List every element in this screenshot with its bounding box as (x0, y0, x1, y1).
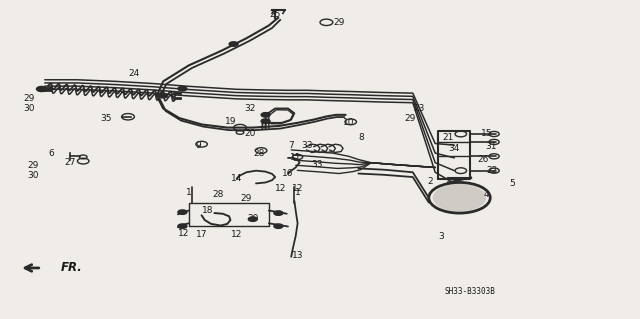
Text: 13: 13 (292, 251, 303, 260)
Circle shape (261, 119, 270, 123)
Text: 23: 23 (413, 104, 425, 113)
Text: 12: 12 (178, 229, 189, 238)
Circle shape (261, 113, 270, 117)
Text: 25: 25 (269, 10, 281, 19)
Text: 29: 29 (333, 18, 345, 27)
Text: 7: 7 (289, 141, 294, 150)
Circle shape (178, 224, 187, 228)
Text: 14: 14 (231, 174, 243, 183)
Text: 2: 2 (428, 177, 433, 186)
Text: 15: 15 (481, 130, 492, 138)
Circle shape (248, 217, 257, 221)
Circle shape (274, 224, 283, 228)
Text: 29: 29 (241, 194, 252, 203)
Text: 35: 35 (100, 114, 111, 122)
Text: 22: 22 (486, 166, 497, 175)
Text: 3: 3 (439, 232, 444, 241)
Text: 28: 28 (212, 190, 223, 199)
Text: 4: 4 (484, 190, 489, 199)
Text: 21: 21 (442, 133, 454, 142)
Text: 12: 12 (292, 184, 303, 193)
Text: 12: 12 (275, 184, 286, 193)
Text: 32: 32 (244, 104, 255, 113)
Text: 12: 12 (231, 230, 243, 239)
Text: 19: 19 (225, 117, 236, 126)
Circle shape (159, 93, 168, 98)
Text: 9: 9 (196, 141, 201, 150)
Circle shape (178, 210, 187, 214)
Circle shape (274, 211, 283, 215)
Text: 34: 34 (449, 144, 460, 153)
Circle shape (178, 86, 187, 91)
Text: 29: 29 (23, 94, 35, 103)
Text: 17: 17 (196, 230, 207, 239)
Text: 1: 1 (186, 188, 191, 197)
Text: 8: 8 (359, 133, 364, 142)
Circle shape (36, 86, 47, 92)
Text: 33: 33 (311, 160, 323, 169)
Text: 18: 18 (202, 206, 214, 215)
Circle shape (433, 185, 486, 211)
Text: 10: 10 (343, 118, 355, 127)
Text: 26: 26 (477, 155, 489, 164)
Text: 27: 27 (65, 158, 76, 167)
Text: 6: 6 (49, 149, 54, 158)
Text: 30: 30 (27, 171, 38, 180)
Text: 29: 29 (404, 114, 415, 122)
Text: 11: 11 (290, 153, 301, 162)
Text: 24: 24 (129, 69, 140, 78)
Text: 31: 31 (486, 142, 497, 151)
Text: 20: 20 (244, 130, 255, 138)
Text: 28: 28 (253, 149, 265, 158)
Text: 29: 29 (27, 161, 38, 170)
Circle shape (229, 42, 238, 46)
Text: SH33-B3303B: SH33-B3303B (445, 287, 496, 296)
Text: 33: 33 (301, 141, 313, 150)
Text: 1: 1 (295, 189, 300, 197)
Text: 16: 16 (282, 169, 294, 178)
Text: 5: 5 (509, 179, 515, 188)
Text: 29: 29 (247, 214, 259, 223)
Text: 30: 30 (23, 104, 35, 113)
Text: FR.: FR. (61, 262, 83, 274)
